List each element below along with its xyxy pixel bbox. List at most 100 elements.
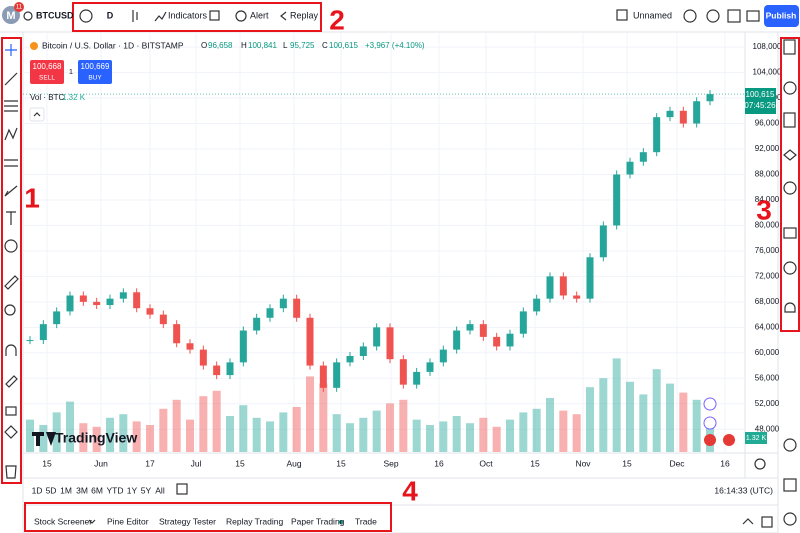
zoom-icon[interactable] — [4, 304, 16, 316]
search-icon[interactable] — [23, 11, 33, 21]
ohlc-value: 95,725 — [290, 41, 315, 50]
volume-bar — [532, 408, 541, 452]
fib-icon[interactable] — [4, 100, 18, 112]
chat-icon[interactable] — [783, 227, 797, 239]
quick-search-icon[interactable] — [683, 9, 697, 23]
watchlist-icon[interactable] — [783, 39, 796, 55]
x-tick-label: Aug — [286, 458, 301, 468]
volume-bar — [39, 425, 48, 452]
bottom-tab[interactable]: Stock Screener — [34, 516, 92, 526]
event-marker[interactable] — [703, 416, 717, 430]
crosshair-icon[interactable] — [5, 44, 17, 56]
publish-text[interactable]: Publish — [766, 10, 797, 20]
logo-text: M — [6, 10, 15, 22]
y-tick-label: 108,000 — [753, 42, 782, 51]
templates-icon[interactable] — [209, 10, 220, 21]
y-tick-label: 52,000 — [755, 399, 780, 408]
axis-settings-icon[interactable] — [754, 458, 766, 470]
candle-body — [266, 308, 274, 318]
drawing-mode-icon[interactable] — [5, 375, 18, 388]
bottom-tab[interactable]: Replay Trading — [226, 516, 283, 526]
trash-icon[interactable] — [5, 465, 17, 479]
snapshot-icon[interactable] — [746, 10, 760, 22]
maximize-panel-icon[interactable] — [761, 516, 773, 528]
timeframe-button[interactable]: 6M — [91, 485, 103, 495]
buy-price: 100,669 — [81, 62, 110, 71]
interval[interactable]: D — [107, 10, 114, 20]
candle-body — [66, 295, 74, 312]
lock-icon[interactable] — [5, 406, 17, 416]
volume-bar — [172, 399, 181, 452]
timeframe-button[interactable]: YTD — [107, 485, 124, 495]
brush-icon[interactable] — [4, 185, 18, 197]
pattern-icon[interactable] — [4, 127, 18, 141]
sell-button[interactable] — [30, 60, 64, 84]
annotation-box — [780, 37, 800, 332]
date-range-icon[interactable] — [176, 483, 188, 495]
chart-type-icon[interactable] — [132, 10, 138, 22]
layout-checkbox[interactable] — [616, 9, 628, 21]
notifications-icon[interactable] — [784, 302, 796, 313]
replay-icon[interactable] — [280, 11, 287, 21]
expand-panel-icon[interactable] — [742, 518, 754, 525]
hotlist-icon[interactable] — [783, 438, 797, 452]
volume-legend-value: 1.32 K — [62, 93, 86, 102]
price-tag — [745, 88, 776, 114]
timeframe-button[interactable]: 1Y — [127, 485, 138, 495]
collapse-button[interactable] — [29, 107, 45, 122]
bottom-tab[interactable]: Pine Editor — [107, 516, 149, 526]
candle-body — [199, 349, 207, 366]
toolbar-button[interactable]: Replay — [290, 10, 319, 20]
toolbar-button[interactable]: Indicators — [168, 10, 208, 20]
alert-icon[interactable] — [235, 10, 247, 22]
timeframe-button[interactable]: 1D — [32, 485, 43, 495]
magnet-icon[interactable] — [5, 344, 17, 356]
layers-icon[interactable] — [783, 149, 797, 161]
ruler-icon[interactable] — [4, 275, 19, 290]
calendar-icon[interactable] — [783, 478, 797, 492]
bottom-tab[interactable]: Strategy Tester — [159, 516, 216, 526]
emoji-icon[interactable] — [4, 239, 18, 253]
visibility-icon[interactable] — [4, 425, 18, 439]
buy-button[interactable] — [78, 60, 112, 84]
timeframe-button[interactable]: All — [155, 485, 165, 495]
volume-bar — [479, 417, 488, 452]
event-marker[interactable] — [723, 434, 735, 446]
news-icon[interactable] — [783, 112, 796, 128]
x-tick-label: Nov — [575, 458, 591, 468]
candle-body — [213, 365, 221, 376]
volume-bar — [26, 419, 34, 452]
trendline-icon[interactable] — [4, 72, 18, 86]
symbol[interactable]: BTCUSD — [36, 10, 74, 20]
publish-button[interactable] — [764, 5, 799, 27]
projection-icon[interactable] — [4, 159, 18, 167]
ideas-icon[interactable] — [783, 181, 797, 195]
streams-icon[interactable] — [783, 261, 797, 275]
timeframe-button[interactable]: 1M — [60, 485, 72, 495]
candle-body — [466, 324, 474, 331]
settings-icon[interactable] — [706, 9, 720, 23]
paper-trading-dot — [339, 520, 343, 524]
help-icon[interactable] — [783, 512, 797, 526]
layout-name[interactable]: Unnamed — [633, 10, 672, 20]
alerts-icon[interactable] — [783, 81, 797, 95]
candle-body — [386, 327, 394, 360]
bottom-tab[interactable]: Paper Trading — [291, 516, 345, 526]
candle-body — [573, 295, 581, 299]
candle-body — [533, 298, 541, 312]
add-symbol-icon[interactable] — [79, 9, 93, 23]
event-marker[interactable] — [703, 397, 717, 411]
timeframe-button[interactable]: 5D — [46, 485, 57, 495]
toolbar-button[interactable]: Alert — [250, 10, 269, 20]
indicators-icon[interactable] — [154, 11, 167, 22]
timeframe-button[interactable]: 5Y — [141, 485, 152, 495]
volume-tag-text: 1.32 K — [746, 435, 767, 442]
event-marker[interactable] — [704, 434, 716, 446]
text-icon[interactable] — [6, 211, 16, 225]
fullscreen-icon[interactable] — [727, 9, 741, 23]
btc-logo — [30, 42, 38, 50]
bottom-tab[interactable]: Trade — [355, 516, 377, 526]
x-tick-label: 17 — [145, 458, 155, 468]
timeframe-button[interactable]: 3M — [76, 485, 88, 495]
screener-chevron[interactable] — [88, 519, 96, 524]
